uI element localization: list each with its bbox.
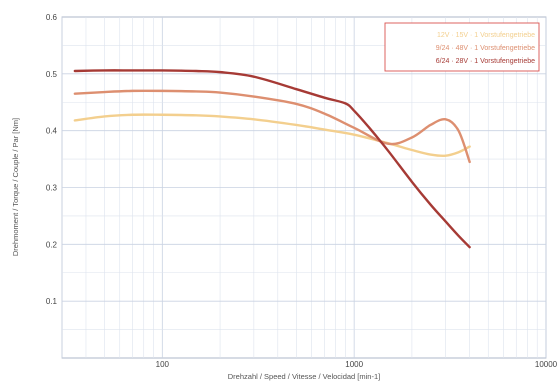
series-line-3	[73, 69, 471, 249]
x-tick-label: 1000	[345, 360, 363, 369]
legend: 12V · 15V · 1 Vorstufengetriebe 9/24 · 48…	[384, 22, 540, 72]
y-tick-label: 0.3	[46, 184, 58, 193]
y-tick-label: 0.1	[46, 297, 58, 306]
legend-box	[384, 22, 540, 72]
y-tick-label: 0.5	[46, 70, 58, 79]
y-tick-label: 0.6	[46, 13, 58, 22]
x-tick-labels: 100 1000 10000	[156, 360, 558, 369]
series-lines	[73, 69, 471, 249]
legend-entry-3: 6/24 · 28V · 1 Vorstufengetriebe	[436, 58, 535, 65]
x-tick-label: 100	[156, 360, 170, 369]
x-axis-title: Drehzahl / Speed / Vitesse / Velocidad […	[228, 372, 380, 381]
y-tick-labels: 0.1 0.2 0.3 0.4 0.5 0.6	[46, 13, 58, 306]
series-line-1	[73, 113, 471, 157]
x-tick-label: 10000	[535, 360, 558, 369]
legend-entry-2: 9/24 · 48V · 1 Vorstufengetriebe	[436, 45, 535, 52]
y-tick-label: 0.2	[46, 240, 58, 249]
grid	[61, 17, 547, 358]
series-line-2	[73, 89, 471, 164]
legend-entry-1: 12V · 15V · 1 Vorstufengetriebe	[437, 32, 535, 39]
y-tick-label: 0.4	[46, 127, 58, 136]
y-axis-title: Drehmoment / Torque / Couple / Par [Nm]	[11, 118, 20, 256]
